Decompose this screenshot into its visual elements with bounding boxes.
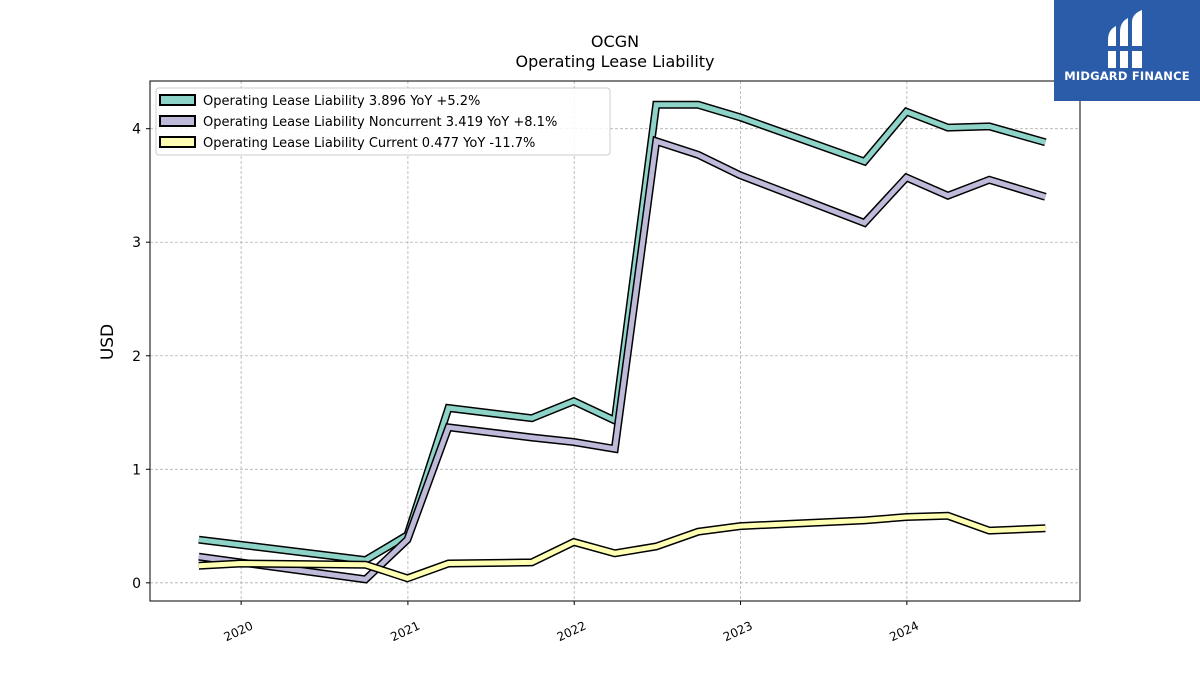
legend: Operating Lease Liability 3.896 YoY +5.2… xyxy=(155,87,611,156)
y-tick-label: 3 xyxy=(132,235,141,251)
series-line xyxy=(198,137,1047,583)
legend-entry-label: Operating Lease Liability Noncurrent 3.4… xyxy=(203,115,557,130)
grid xyxy=(150,81,1080,601)
x-tick-label: 2023 xyxy=(721,619,755,645)
series-lines xyxy=(198,100,1047,584)
y-axis-label: USD xyxy=(98,324,118,360)
plot-frame xyxy=(149,80,1081,602)
chart-title: OCGN xyxy=(591,32,639,51)
y-tick-label: 4 xyxy=(132,122,141,138)
series-line-outline xyxy=(198,100,1047,565)
legend-box xyxy=(155,87,611,156)
x-tick-label: 2021 xyxy=(388,619,422,645)
x-tick-label: 2020 xyxy=(222,619,256,645)
legend-swatch xyxy=(159,115,196,127)
brand-logo-mark-icon xyxy=(1106,10,1144,68)
y-tick-label: 1 xyxy=(132,462,141,478)
y-tick-label: 0 xyxy=(132,576,141,592)
legend-entry-label: Operating Lease Liability 3.896 YoY +5.2… xyxy=(203,94,480,109)
series-line-outline xyxy=(198,511,1046,583)
x-tick-label: 2022 xyxy=(555,619,589,645)
chart-subtitle: Operating Lease Liability xyxy=(515,52,714,71)
legend-swatch xyxy=(159,94,196,106)
brand-logo: MIDGARD FINANCE xyxy=(1054,0,1200,101)
series-line xyxy=(198,102,1047,563)
legend-entry-label: Operating Lease Liability Current 0.477 … xyxy=(203,136,535,151)
series-line xyxy=(198,513,1046,581)
brand-name: MIDGARD FINANCE xyxy=(1064,69,1190,83)
y-tick-label: 2 xyxy=(132,349,141,365)
x-tick-label: 2024 xyxy=(887,619,921,645)
legend-swatch xyxy=(159,136,196,148)
